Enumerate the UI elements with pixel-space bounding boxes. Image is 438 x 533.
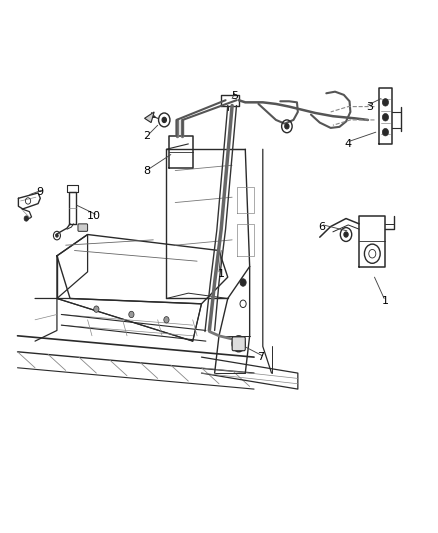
Text: 2: 2 bbox=[143, 131, 150, 141]
Circle shape bbox=[56, 234, 58, 237]
Text: 10: 10 bbox=[87, 211, 101, 221]
Circle shape bbox=[382, 114, 389, 121]
Text: 3: 3 bbox=[367, 102, 374, 111]
Circle shape bbox=[285, 124, 289, 129]
Circle shape bbox=[24, 216, 28, 221]
Circle shape bbox=[344, 232, 348, 237]
Text: 1: 1 bbox=[382, 296, 389, 306]
Circle shape bbox=[164, 317, 169, 323]
Circle shape bbox=[240, 279, 246, 286]
Text: 1: 1 bbox=[218, 270, 225, 279]
Circle shape bbox=[382, 99, 389, 106]
Circle shape bbox=[382, 128, 389, 136]
FancyBboxPatch shape bbox=[78, 224, 88, 231]
Circle shape bbox=[162, 117, 166, 123]
Polygon shape bbox=[145, 112, 154, 123]
Circle shape bbox=[94, 306, 99, 312]
Text: 5: 5 bbox=[231, 91, 238, 101]
Text: 4: 4 bbox=[345, 139, 352, 149]
Circle shape bbox=[129, 311, 134, 318]
Text: 7: 7 bbox=[257, 352, 264, 362]
FancyBboxPatch shape bbox=[232, 337, 245, 351]
Text: 8: 8 bbox=[143, 166, 150, 175]
Text: 9: 9 bbox=[36, 187, 43, 197]
Text: 6: 6 bbox=[318, 222, 325, 231]
